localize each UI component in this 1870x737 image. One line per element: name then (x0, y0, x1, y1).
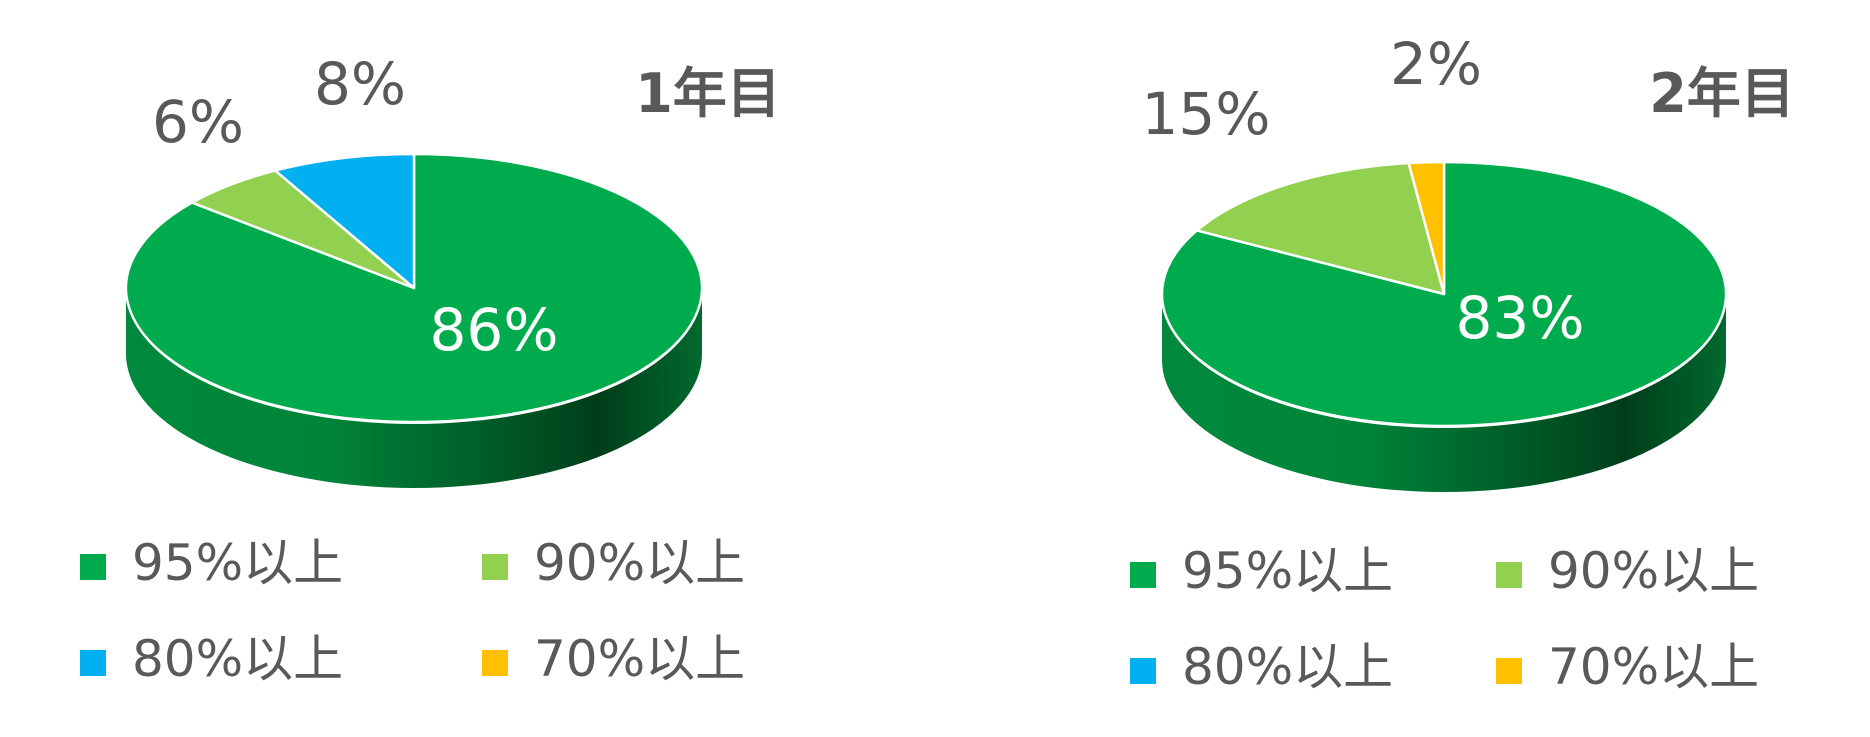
legend-swatch (1130, 562, 1156, 588)
pie-slice-4 (1407, 160, 1446, 296)
legend-label: 95%以上 (1182, 542, 1393, 600)
pie-side (1162, 294, 1726, 492)
pie-slice-2 (1195, 161, 1446, 296)
legend-label: 70%以上 (1548, 638, 1759, 696)
pie-slice-1 (124, 152, 704, 424)
legend-swatch (80, 650, 106, 676)
chart-title: 2年目 (1649, 62, 1795, 125)
data-label: 8% (314, 50, 406, 118)
legend-label: 80%以上 (132, 630, 343, 688)
legend-label: 90%以上 (1548, 542, 1759, 600)
chart-2: 83% 15% 2% 2年目 95%以上 90%以上 80%以上 70%以上 (1130, 30, 1795, 696)
legend-label: 95%以上 (132, 534, 343, 592)
chart-title: 1年目 (635, 62, 781, 125)
legend-swatch (1496, 658, 1522, 684)
data-label: 6% (152, 88, 244, 156)
legend-label: 90%以上 (534, 534, 745, 592)
data-label: 86% (430, 296, 559, 364)
data-label: 2% (1390, 30, 1482, 98)
legend-swatch (80, 554, 106, 580)
legend-swatch (1496, 562, 1522, 588)
legend-swatch (482, 554, 508, 580)
pie-side (126, 288, 702, 488)
legend-swatch (1130, 658, 1156, 684)
pie-slice-3 (274, 152, 416, 290)
legend-swatch (482, 650, 508, 676)
data-label: 15% (1142, 80, 1271, 148)
legend-label: 80%以上 (1182, 638, 1393, 696)
chart-1: 86% 6% 8% 1年目 95%以上 90%以上 80%以上 70%以上 (80, 50, 781, 688)
data-label: 83% (1456, 284, 1585, 352)
legend-label: 70%以上 (534, 630, 745, 688)
